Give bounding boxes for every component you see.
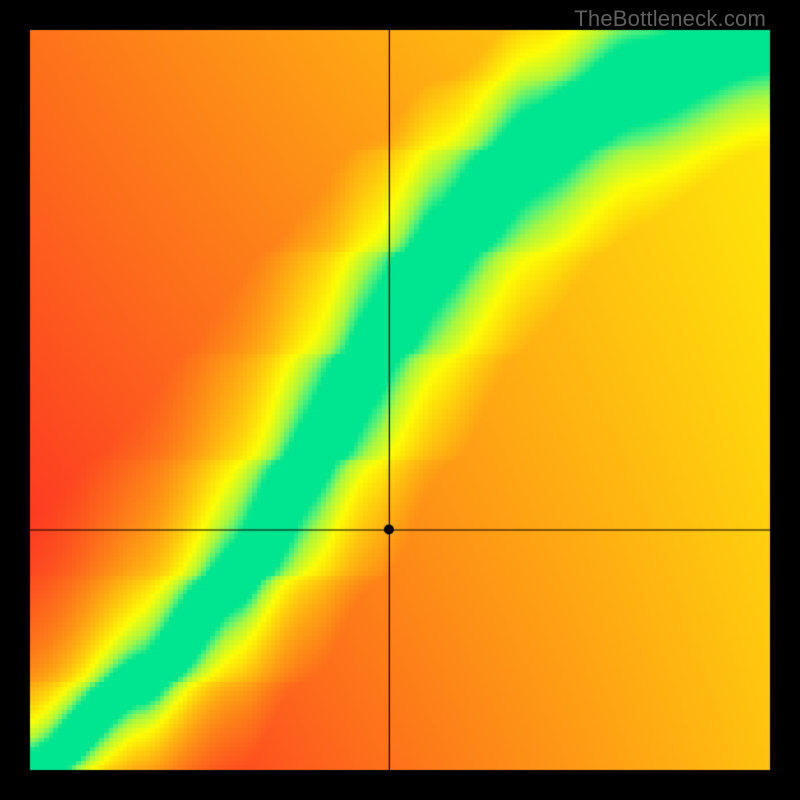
watermark-text: TheBottleneck.com <box>574 6 766 32</box>
bottleneck-heatmap <box>0 0 800 800</box>
